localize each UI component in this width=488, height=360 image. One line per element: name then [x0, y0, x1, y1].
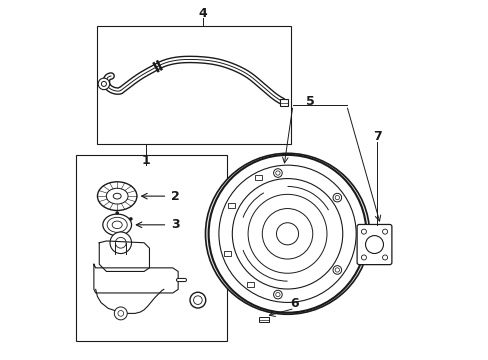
Ellipse shape: [205, 153, 369, 314]
Polygon shape: [99, 241, 149, 271]
Bar: [76, 155, 226, 341]
Circle shape: [273, 290, 282, 299]
Circle shape: [129, 217, 132, 221]
Circle shape: [115, 211, 119, 215]
Text: 5: 5: [306, 95, 315, 108]
Circle shape: [98, 78, 109, 90]
Text: 1: 1: [141, 154, 150, 167]
Bar: [255, 175, 262, 180]
Polygon shape: [94, 264, 178, 293]
Circle shape: [273, 169, 282, 177]
Bar: [227, 203, 234, 208]
Text: 7: 7: [372, 130, 381, 144]
Bar: [246, 282, 253, 287]
Circle shape: [114, 307, 127, 320]
Bar: [97, 26, 290, 144]
Text: 4: 4: [199, 7, 207, 20]
Bar: [280, 99, 287, 107]
FancyBboxPatch shape: [356, 225, 391, 265]
Bar: [258, 318, 268, 322]
Circle shape: [332, 193, 341, 202]
Circle shape: [110, 232, 131, 253]
Text: 2: 2: [171, 190, 180, 203]
Circle shape: [332, 266, 341, 274]
Bar: [224, 251, 231, 256]
Ellipse shape: [208, 155, 366, 313]
Text: 3: 3: [171, 218, 179, 231]
Text: 6: 6: [290, 297, 298, 310]
Polygon shape: [96, 289, 163, 314]
